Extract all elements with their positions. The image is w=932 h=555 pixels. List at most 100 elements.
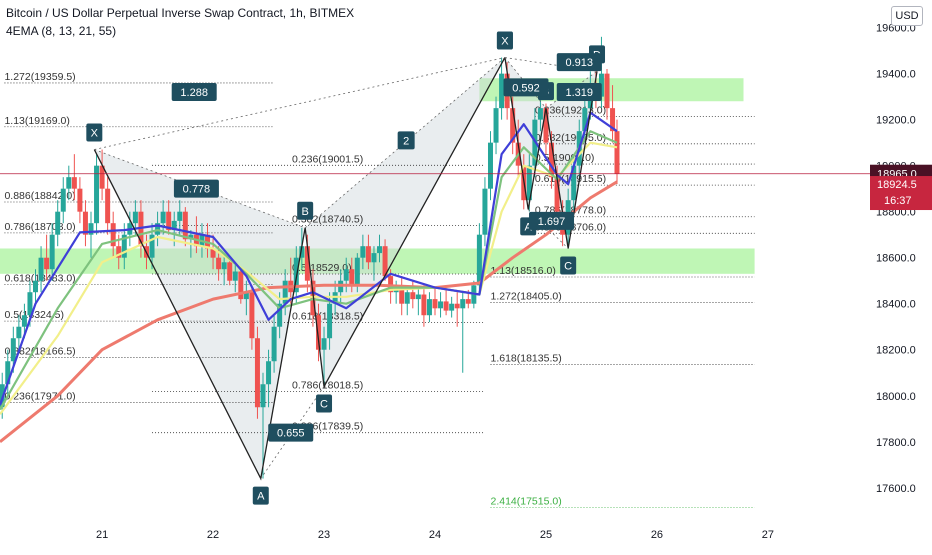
candle-body-41 [227,262,233,281]
fib-label-6: 0.382(18166.5) [4,345,75,357]
candle-body-42 [232,271,238,281]
candle-body-103 [571,165,577,201]
pattern-1-ratio-2: 1.319 [565,87,593,99]
x-tick-3: 24 [429,529,441,541]
candle-body-76 [421,294,427,316]
y-tick-4: 18400.0 [876,299,916,311]
candle-body-44 [243,292,249,300]
prev-price-badge: 18924.5 [877,179,917,191]
pattern-1-ratio-1: 0.592 [512,82,540,94]
candle-body-34 [188,234,194,240]
candle-body-15 [82,211,88,235]
candle-body-63 [349,269,355,286]
fib-label-12: 0.786(18018.5) [292,379,363,391]
prev-price-badge-bg [870,176,932,211]
pattern-1-diag-0 [504,57,547,109]
y-tick-1: 17800.0 [876,437,916,449]
currency-button[interactable]: USD [891,6,923,26]
candle-body-20 [110,223,116,247]
pattern-0-ratio-badge-1 [173,179,219,198]
fib-label-20: 1.13(18516.0) [490,265,555,277]
y-tick-0: 17600.0 [876,483,916,495]
ema8-line [0,111,618,406]
candle-body-50 [277,303,283,327]
pattern-1-point-A: A [525,221,533,233]
candle-body-32 [177,211,183,221]
candle-body-39 [216,257,222,270]
candle-body-48 [266,361,272,385]
candle-body-40 [221,262,227,270]
time-axis-bg [0,520,932,550]
pattern-0-ratio-2: 0.655 [277,428,305,440]
countdown-badge: 16:37 [884,195,912,207]
candle-body-31 [171,220,177,231]
pattern-0-point-C: C [320,399,328,411]
pattern-1-ratio-badge-2 [556,83,602,102]
candle-body-92 [510,108,516,143]
candle-body-82 [454,303,460,309]
fib-label-7: 0.236(17971.0) [4,390,75,402]
pattern-0-point-X-badge [86,123,103,142]
pattern-0-point-B-badge [297,201,314,220]
candle-body-46 [254,338,260,408]
candle-body-58 [321,338,327,350]
pattern-1-ratio-badge-0 [556,53,602,72]
pattern-1-ratio-badge-3 [529,211,575,230]
pattern-0-point-B: B [301,206,308,218]
candle-body-86 [476,234,482,286]
fib-label-1: 1.13(19169.0) [4,115,69,127]
candle-body-98 [543,108,549,143]
fib-label-2: 0.886(18842.0) [4,190,75,202]
candle-body-68 [377,246,383,254]
candle-body-72 [399,285,405,304]
pattern-0-ratio-badge-3 [397,131,415,150]
candle-body-24 [132,211,138,224]
candle-body-87 [482,188,488,235]
candle-body-69 [382,246,388,277]
pattern-0-ratio-badge-2 [268,423,314,442]
pattern-0-bcd-area [305,57,505,387]
x-tick-6: 27 [762,529,774,541]
candle-body-8 [44,257,50,270]
fib-label-8: 0.236(19001.5) [292,153,363,165]
pattern-0-ratio-badge-0 [171,83,217,102]
ema13-line [0,130,618,411]
candle-body-18 [99,165,105,189]
candle-body-78 [432,299,438,309]
candle-body-60 [332,292,338,304]
x-tick-2: 23 [318,529,330,541]
pattern-1-ratio-0: 0.913 [565,57,593,69]
y-tick-3: 18200.0 [876,345,916,357]
candle-body-49 [271,326,277,362]
candle-body-77 [426,299,432,316]
candle-body-7 [38,257,44,281]
candle-body-10 [55,211,61,235]
x-tick-0: 21 [96,529,108,541]
candle-body-99 [549,142,555,178]
chart-title: Bitcoin / US Dollar Perpetual Inverse Sw… [6,6,355,20]
price-axis-bg [870,0,932,550]
candle-body-28 [155,223,161,235]
y-tick-5: 18600.0 [876,253,916,265]
pattern-1-point-X-badge [496,31,513,50]
candle-body-27 [149,234,155,258]
candle-body-22 [121,234,127,258]
candle-body-25 [138,211,144,247]
candle-body-100 [554,177,560,212]
pattern-1-ratio-3: 1.697 [538,216,566,228]
candle-body-6 [33,280,39,293]
candle-body-66 [365,246,371,263]
candle-body-17 [94,165,100,224]
pattern-1-ratio-badge-1 [503,78,549,97]
candle-body-75 [415,294,421,300]
candle-body-110 [610,108,616,132]
candle-body-57 [315,315,321,350]
candle-body-47 [260,384,266,408]
candle-body-13 [71,177,77,189]
candle-body-51 [282,280,288,304]
y-tick-9: 19400.0 [876,69,916,81]
candle-body-81 [449,303,455,311]
pattern-0-point-A: A [257,491,265,503]
candle-body-16 [88,223,94,235]
